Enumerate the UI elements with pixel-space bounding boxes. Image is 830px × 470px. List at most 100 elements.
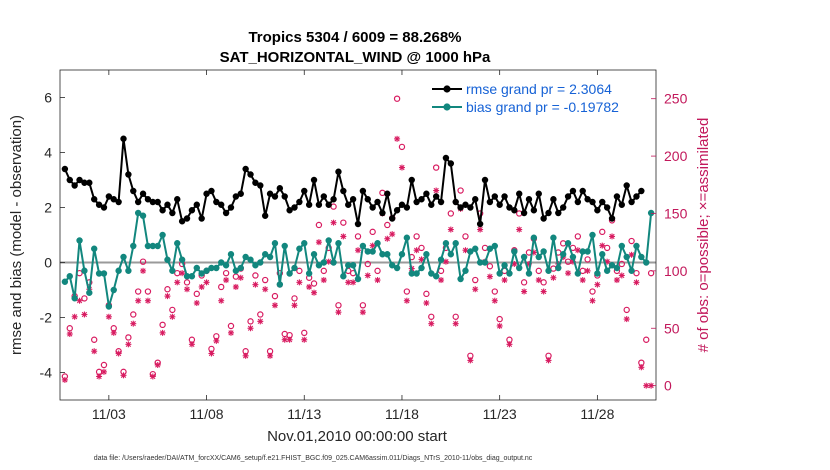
x-tick-label: 11/13 — [287, 406, 321, 422]
rmse-series-point — [374, 198, 381, 206]
obs-assimilated-stroke — [609, 233, 615, 240]
obs-possible-point — [291, 295, 298, 302]
rmse-legend-marker — [443, 85, 451, 93]
y-tick-label: 6 — [44, 90, 52, 106]
obs-assimilated-stroke — [194, 300, 200, 306]
rmse-series-point — [159, 207, 166, 214]
obs-assimilated-stroke — [516, 226, 522, 233]
obs-assimilated-point — [320, 277, 327, 284]
y2-axis-label: # of obs: o=possible; ×=assimilated — [695, 118, 712, 353]
obs-assimilated-point — [110, 329, 117, 336]
obs-assimilated-stroke — [624, 316, 630, 322]
obs-assimilated-stroke — [633, 279, 640, 285]
obs-assimilated-point — [355, 247, 361, 254]
obs-assimilated-stroke — [67, 331, 73, 337]
obs-possible-point — [643, 336, 650, 343]
obs-assimilated-point — [486, 273, 493, 280]
obs-assimilated-point — [174, 279, 181, 286]
y-tick-label: 0 — [44, 255, 52, 271]
rmse-series-point — [95, 201, 103, 208]
obs-assimilated-point — [438, 277, 445, 284]
bias-series-point — [315, 262, 323, 269]
obs-assimilated-point — [350, 279, 357, 286]
obs-assimilated-stroke — [81, 311, 88, 318]
obs-assimilated-point — [188, 341, 195, 348]
rmse-series-point — [252, 179, 259, 186]
rmse-series-point — [237, 190, 244, 197]
bias-series-point — [516, 264, 523, 272]
rmse-series-point — [144, 196, 152, 203]
obs-assimilated-point — [252, 281, 259, 288]
rmse-series-point — [330, 196, 337, 203]
obs-assimilated-stroke — [575, 247, 581, 253]
bias-series-point — [486, 245, 494, 252]
obs-possible-point — [252, 272, 259, 279]
rmse-series-point — [437, 198, 445, 206]
bias-series-point — [462, 267, 469, 274]
rmse-series-point — [178, 218, 186, 225]
obs-assimilated-stroke — [286, 337, 293, 343]
obs-assimilated-stroke — [72, 314, 78, 320]
bias-series-point — [594, 270, 601, 277]
rmse-series-point — [608, 215, 616, 222]
rmse-series-point — [125, 171, 132, 178]
rmse-series-point — [183, 215, 191, 222]
obs-assimilated-stroke — [389, 231, 395, 237]
obs-possible-point — [222, 269, 230, 277]
rmse-series-point — [100, 204, 108, 211]
obs-assimilated-stroke — [448, 226, 454, 233]
rmse-series-point — [369, 204, 376, 211]
obs-possible-point — [535, 267, 542, 275]
obs-possible-point — [125, 334, 132, 341]
bias-legend-marker — [443, 103, 451, 111]
bias-series-point — [608, 262, 616, 269]
bias-series-point — [496, 270, 503, 277]
obs-assimilated-stroke — [462, 247, 469, 253]
obs-assimilated-point — [433, 187, 440, 194]
obs-assimilated-stroke — [497, 323, 503, 329]
obs-assimilated-stroke — [247, 325, 254, 331]
obs-assimilated-stroke — [370, 242, 376, 249]
obs-assimilated-point — [301, 336, 308, 343]
obs-possible-point — [393, 95, 401, 102]
obs-assimilated-stroke — [213, 338, 219, 344]
bias-series-point — [359, 242, 367, 250]
bias-series-point — [154, 242, 161, 250]
bias-series-point — [90, 245, 98, 252]
obs-assimilated-point — [237, 274, 244, 281]
bias-series-point — [149, 242, 157, 250]
bias-series-point — [535, 253, 542, 261]
obs-possible-point — [432, 164, 440, 171]
obs-possible-point — [628, 237, 635, 245]
obs-possible-point — [398, 143, 406, 151]
obs-possible-point — [369, 228, 376, 236]
rmse-series-point — [296, 198, 303, 206]
bias-series-point — [66, 273, 73, 280]
rmse-series-point — [496, 201, 503, 208]
obs-assimilated-point — [501, 277, 508, 284]
bias-series-point — [218, 259, 225, 266]
bias-series-point — [467, 248, 474, 255]
x-tick-label: 11/28 — [580, 406, 614, 422]
obs-assimilated-point — [335, 309, 342, 316]
plot-area — [60, 70, 656, 400]
obs-possible-point — [462, 233, 469, 240]
bias-series-point — [511, 248, 518, 255]
obs-possible-point — [81, 295, 88, 302]
obs-assimilated-point — [213, 337, 220, 344]
rmse-series-point — [320, 193, 328, 200]
rmse-series-point — [574, 198, 582, 206]
bias-series-point — [520, 253, 528, 261]
obs-possible-point — [90, 336, 98, 343]
obs-assimilated-point — [565, 270, 572, 277]
obs-possible-point — [540, 279, 547, 286]
obs-assimilated-stroke — [111, 330, 117, 336]
bias-series-point — [291, 264, 298, 272]
obs-assimilated-stroke — [184, 286, 190, 292]
obs-assimilated-stroke — [550, 275, 557, 281]
bias-series-point — [384, 251, 391, 258]
obs-assimilated-stroke — [467, 357, 473, 364]
bias-series-point — [305, 270, 313, 277]
bias-series-point — [599, 251, 606, 258]
